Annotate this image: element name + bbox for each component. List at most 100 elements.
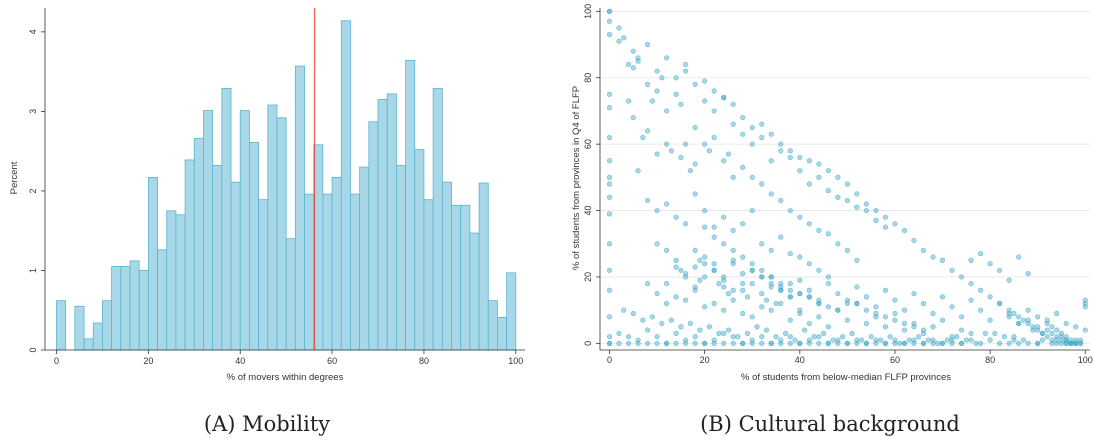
scatter-point	[939, 340, 946, 346]
scatter-point	[1082, 327, 1088, 333]
scatter-point	[825, 188, 831, 194]
scatter-point	[930, 324, 936, 330]
scatter-point	[901, 307, 908, 313]
histogram-bar	[56, 300, 67, 351]
scatter-point	[664, 55, 670, 61]
scatter-point	[1025, 317, 1031, 323]
scatter-point	[659, 75, 665, 81]
histogram-bar	[487, 300, 498, 351]
histogram-bar	[386, 93, 397, 351]
scatter-point	[1025, 340, 1031, 346]
caption-b: (B) Cultural background	[700, 412, 960, 436]
scatter-point	[935, 340, 941, 346]
scatter-point	[930, 310, 936, 317]
scatter-point	[1044, 327, 1050, 333]
scatter-point	[730, 247, 736, 253]
scatter-point	[730, 227, 736, 234]
scatter-point	[797, 154, 803, 161]
scatter-point	[763, 297, 770, 303]
x-tick-label: 40	[235, 356, 245, 366]
scatter-point	[968, 280, 974, 287]
scatter-point	[759, 334, 765, 340]
scatter-point	[806, 287, 812, 293]
y-tick-label: 60	[583, 139, 593, 149]
scatter-point	[730, 334, 736, 340]
scatter-point	[759, 134, 765, 141]
scatter-point	[711, 108, 717, 114]
scatter-point	[1044, 334, 1050, 340]
histogram-bar	[497, 316, 508, 351]
histogram-bar	[83, 338, 94, 351]
scatter-point	[702, 224, 708, 230]
scatter-point	[787, 251, 793, 257]
scatter-point	[640, 317, 646, 323]
scatter-point	[820, 330, 827, 336]
scatter-point	[644, 81, 651, 87]
scatter-point	[740, 131, 746, 137]
scatter-point	[949, 340, 955, 346]
scatter-point	[630, 65, 636, 71]
scatter-point	[787, 148, 793, 154]
scatter-point	[749, 174, 755, 180]
histogram-bar	[230, 181, 241, 351]
histogram-bar	[432, 87, 443, 351]
scatter-point	[873, 207, 879, 214]
scatter-point	[630, 310, 636, 317]
histogram-bar	[249, 142, 259, 351]
scatter-point	[863, 307, 870, 313]
scatter-point	[1049, 337, 1055, 343]
scatter-point	[683, 68, 689, 74]
scatter-point	[892, 310, 898, 317]
scatter-point	[683, 221, 689, 227]
scatter-point	[911, 320, 917, 327]
scatter-point	[730, 287, 736, 293]
scatter-point	[692, 81, 698, 87]
scatter-point	[649, 98, 655, 104]
histogram-bar	[276, 117, 287, 351]
scatter-point	[835, 194, 841, 200]
scatter-point	[844, 300, 850, 307]
scatter-point	[778, 340, 784, 346]
scatter-point	[654, 207, 660, 214]
scatter-point	[830, 337, 836, 343]
scatter-point	[606, 31, 613, 38]
scatter-point	[854, 204, 860, 210]
scatter-point	[664, 201, 670, 207]
scatter-point	[968, 257, 974, 263]
histogram-bar	[322, 193, 333, 351]
scatter-point	[625, 61, 632, 68]
scatter-point	[644, 128, 651, 134]
scatter-point	[863, 207, 870, 214]
scatter-point	[778, 148, 784, 154]
scatter-point	[920, 300, 927, 307]
axis-ticks: 0 20 40 60 80 100 0 1 2 3 4	[28, 29, 523, 366]
scatter-point	[702, 261, 708, 267]
scatter-point	[621, 35, 627, 41]
scatter-point	[763, 327, 770, 333]
scatter-point	[773, 334, 779, 340]
scatter-point	[816, 227, 822, 234]
scatter-point	[806, 340, 812, 346]
scatter-point	[725, 290, 732, 297]
scatter-point	[644, 280, 651, 287]
scatter-point	[901, 327, 908, 333]
scatter-point	[725, 151, 732, 157]
scatter-point	[687, 320, 693, 327]
scatter-point	[740, 114, 746, 121]
scatter-point	[854, 257, 860, 263]
scatter-point	[1016, 340, 1022, 346]
scatter-point	[844, 197, 850, 204]
scatter-point	[606, 174, 613, 180]
scatter-point	[702, 304, 708, 310]
scatter-point	[787, 154, 793, 161]
scatter-point	[854, 284, 860, 290]
scatter-point	[668, 148, 674, 154]
scatter-point	[792, 337, 798, 343]
x-tick-label: 40	[795, 355, 805, 365]
scatter-point	[844, 340, 850, 346]
scatter-point	[1054, 340, 1060, 346]
scatter-point	[692, 284, 698, 290]
scatter-point	[878, 337, 884, 343]
scatter-point	[768, 191, 774, 197]
scatter-point	[683, 274, 689, 280]
